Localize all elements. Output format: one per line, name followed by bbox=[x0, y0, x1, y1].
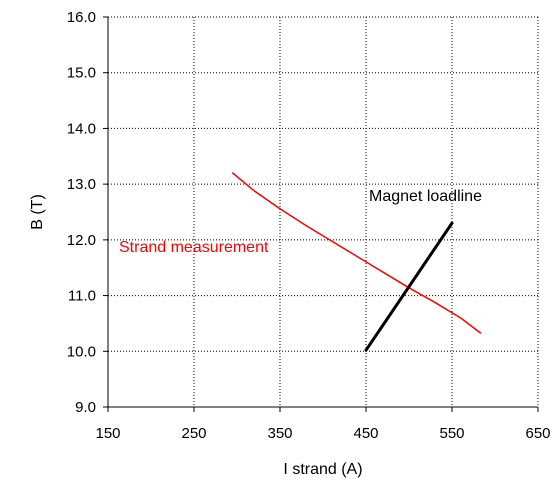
y-tick-label: 9.0 bbox=[75, 399, 96, 416]
x-tick-label: 650 bbox=[525, 425, 550, 442]
plot-area bbox=[108, 17, 538, 407]
x-tick-label: 450 bbox=[353, 425, 378, 442]
y-tick-label: 15.0 bbox=[67, 65, 96, 82]
series-line-strand-measurement bbox=[231, 172, 482, 334]
y-tick-label: 13.0 bbox=[67, 176, 96, 193]
x-tick-label: 150 bbox=[95, 425, 120, 442]
annotation-magnet-loadline: Magnet loadline bbox=[369, 188, 482, 205]
x-axis-label: I strand (A) bbox=[283, 461, 362, 478]
x-tick-label: 250 bbox=[181, 425, 206, 442]
y-tick-label: 14.0 bbox=[67, 120, 96, 137]
annotation-strand-measurement: Strand measurement bbox=[119, 239, 269, 256]
y-axis-label: B (T) bbox=[29, 194, 46, 230]
x-tick-label: 550 bbox=[439, 425, 464, 442]
x-tick-label: 350 bbox=[267, 425, 292, 442]
x-tick-labels: 150 250 350 450 550 650 bbox=[95, 425, 550, 442]
y-tick-label: 12.0 bbox=[67, 232, 96, 249]
axes bbox=[103, 16, 539, 412]
y-tick-label: 10.0 bbox=[67, 343, 96, 360]
grid bbox=[108, 17, 538, 407]
y-tick-labels: 9.0 10.0 11.0 12.0 13.0 14.0 15.0 16.0 bbox=[67, 9, 96, 416]
series-group bbox=[231, 172, 482, 352]
y-tick-label: 16.0 bbox=[67, 9, 96, 26]
y-tick-label: 11.0 bbox=[68, 288, 96, 305]
series-line-magnet-loadline bbox=[364, 221, 454, 352]
